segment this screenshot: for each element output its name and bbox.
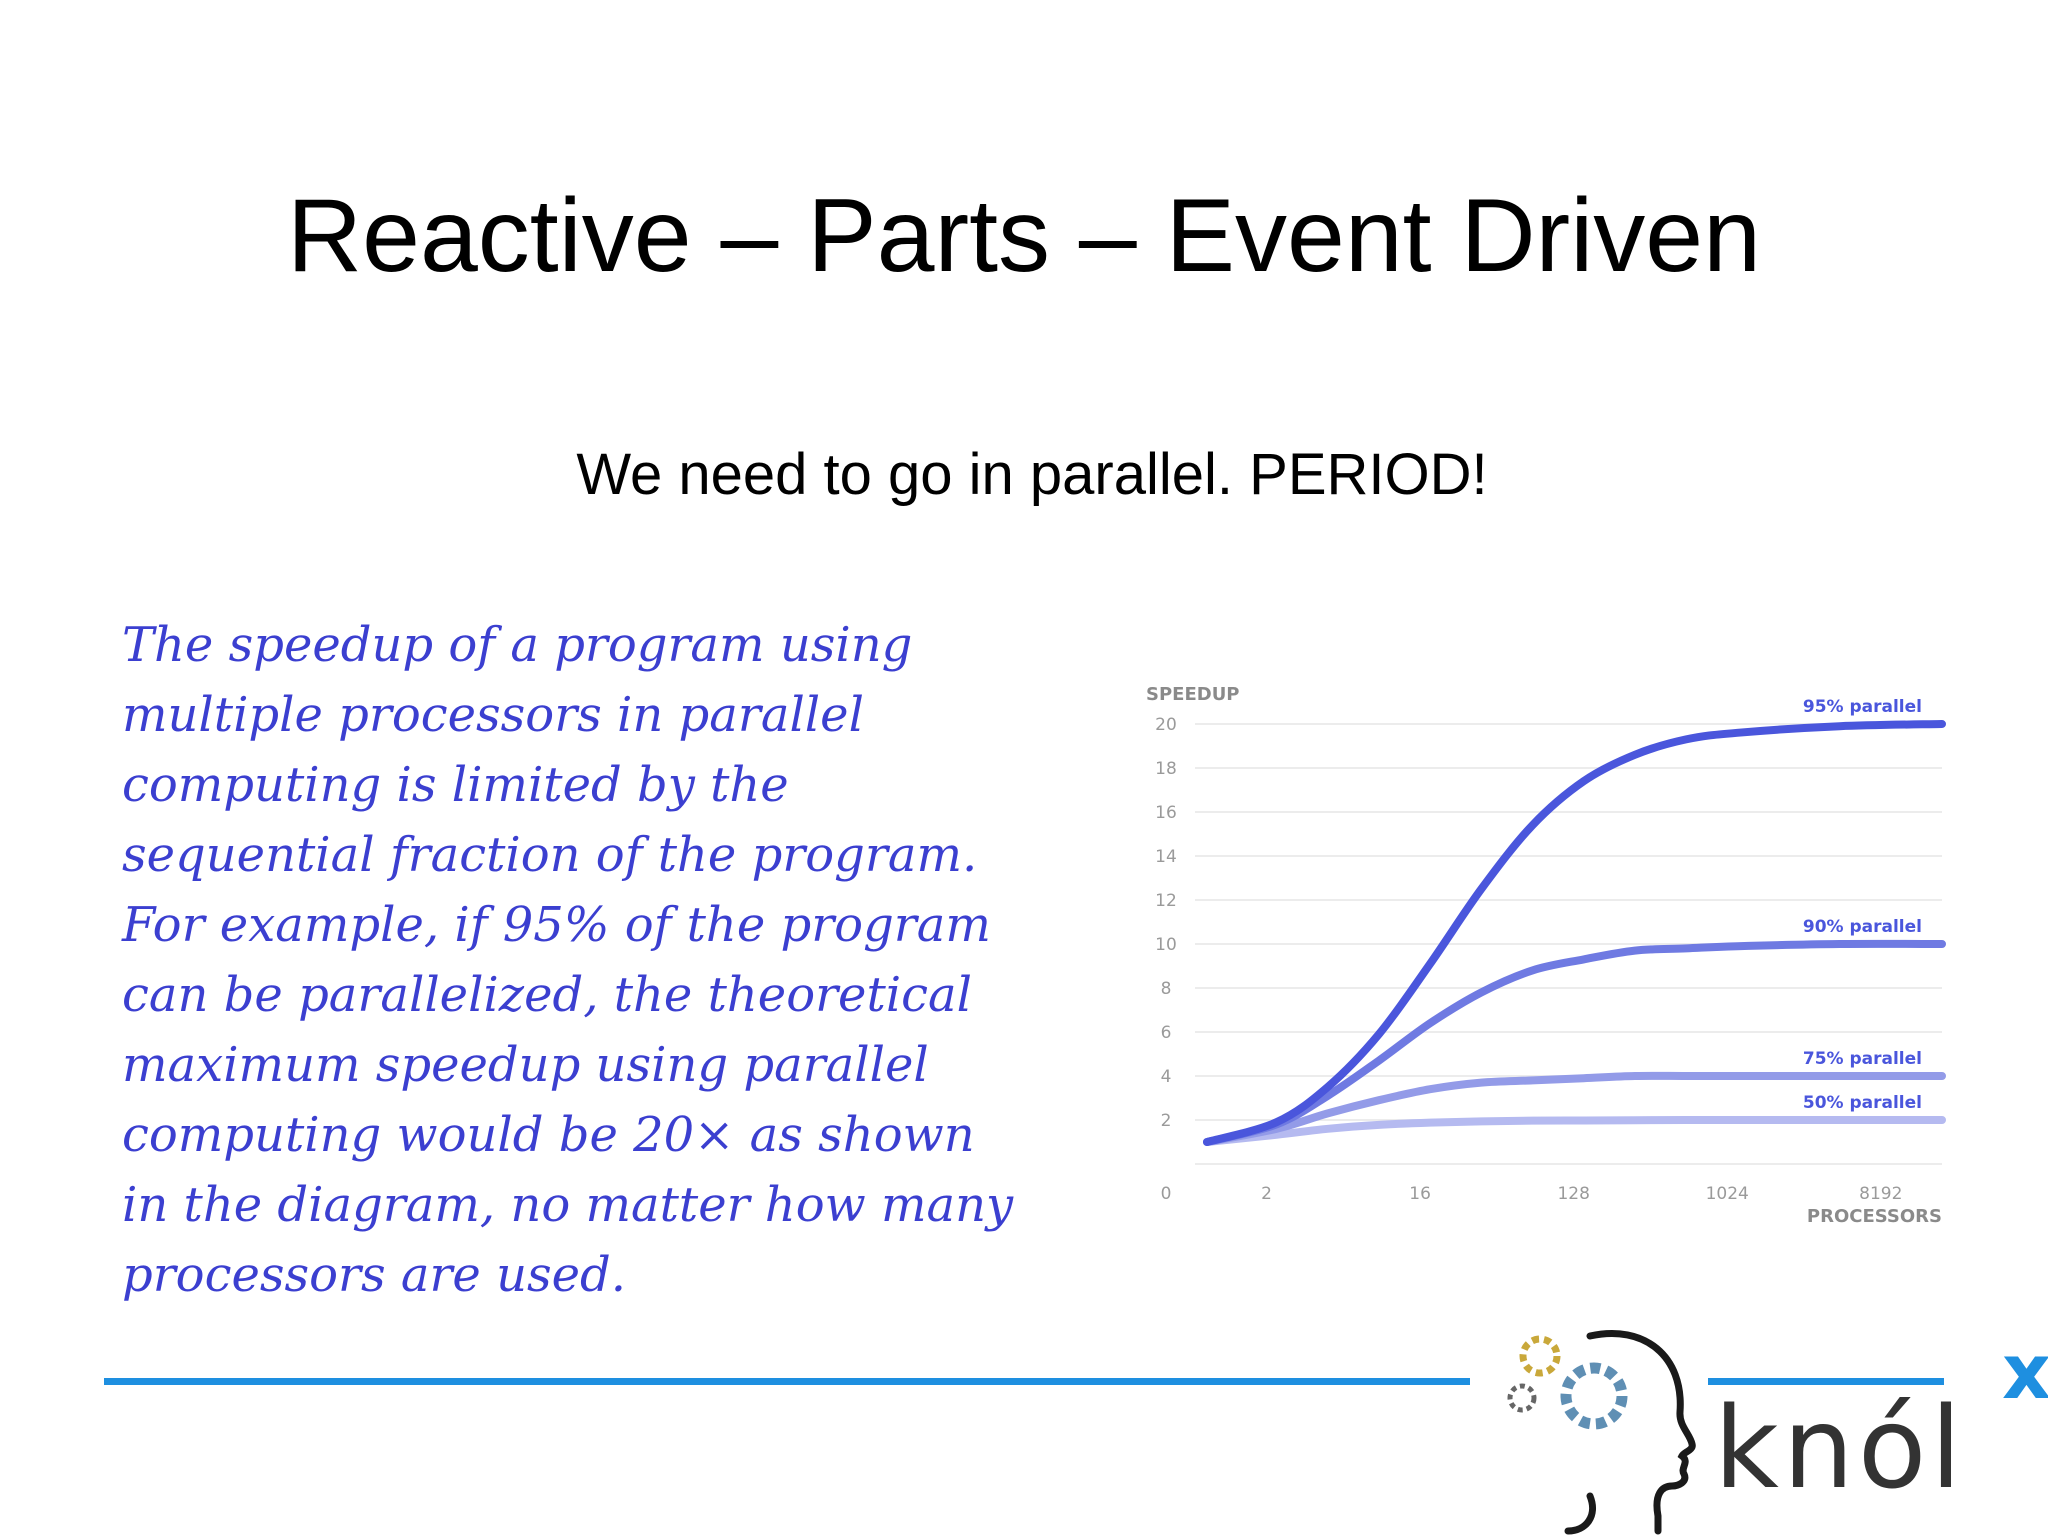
- chart-labels: 50% parallel 75% parallel 90% parallel 95% …: [1803, 697, 1922, 1113]
- x-tick-label: 0: [1161, 1184, 1172, 1204]
- quote-line: The speedup of a program using: [122, 617, 913, 673]
- footer-rule-left: [104, 1378, 1470, 1385]
- slide-title: Reactive – Parts – Event Driven: [287, 178, 1761, 294]
- y-axis-label: SPEEDUP: [1146, 684, 1240, 705]
- x-tick-label: 16: [1409, 1184, 1431, 1204]
- logo-wordmark: knól: [1714, 1384, 1966, 1514]
- logo-superscript: x: [2002, 1327, 2048, 1416]
- y-tick-label: 12: [1155, 891, 1177, 911]
- x-tick-label: 128: [1557, 1184, 1589, 1204]
- series-line-75-parallel: [1203, 1071, 1946, 1146]
- x-axis-label: PROCESSORS: [1807, 1206, 1942, 1227]
- slide-subtitle: We need to go in parallel. PERIOD!: [576, 442, 1488, 507]
- footer-rule-right: [1708, 1378, 1944, 1385]
- speedup-chart: 20 18 16 14 12 10 8 6 4 2 0 2 16 128 1024 8192 50% para…: [1130, 672, 1960, 1232]
- chart-series: [1203, 720, 1946, 1146]
- quote-line: can be parallelized, the theoretical: [122, 967, 972, 1023]
- y-tick-label: 18: [1155, 759, 1177, 779]
- series-line-95-parallel: [1203, 720, 1946, 1146]
- series-label: 75% parallel: [1803, 1049, 1922, 1069]
- y-tick-label: 4: [1161, 1067, 1172, 1087]
- quote-line: multiple processors in parallel: [122, 687, 864, 743]
- y-tick-label: 10: [1155, 935, 1177, 955]
- amdahl-quote: The speedup of a program using multiple …: [122, 610, 1052, 1310]
- series-label: 90% parallel: [1803, 917, 1922, 937]
- x-tick-label: 2: [1261, 1184, 1272, 1204]
- quote-line: processors are used.: [122, 1247, 627, 1303]
- quote-line: maximum speedup using parallel: [122, 1037, 929, 1093]
- y-tick-label: 8: [1161, 979, 1172, 999]
- series-line-90-parallel: [1203, 939, 1946, 1146]
- y-tick-label: 14: [1155, 847, 1177, 867]
- knolx-logo: knól x: [1494, 1326, 2048, 1535]
- y-tick-label: 2: [1161, 1111, 1172, 1131]
- logo-head-icon: [1507, 1330, 1696, 1535]
- series-line-50-parallel: [1203, 1115, 1946, 1146]
- series-label: 95% parallel: [1803, 697, 1922, 717]
- quote-line: computing is limited by the: [122, 757, 789, 813]
- quote-line: For example, if 95% of the program: [122, 897, 991, 953]
- y-tick-label: 16: [1155, 803, 1177, 823]
- x-tick-label: 8192: [1859, 1184, 1902, 1204]
- quote-line: in the diagram, no matter how many: [122, 1177, 1014, 1233]
- quote-line: sequential fraction of the program.: [122, 827, 978, 883]
- quote-line: computing would be 20× as shown: [122, 1107, 975, 1163]
- x-tick-label: 1024: [1706, 1184, 1749, 1204]
- y-tick-label: 20: [1155, 715, 1177, 735]
- y-tick-label: 6: [1161, 1023, 1172, 1043]
- series-label: 50% parallel: [1803, 1093, 1922, 1113]
